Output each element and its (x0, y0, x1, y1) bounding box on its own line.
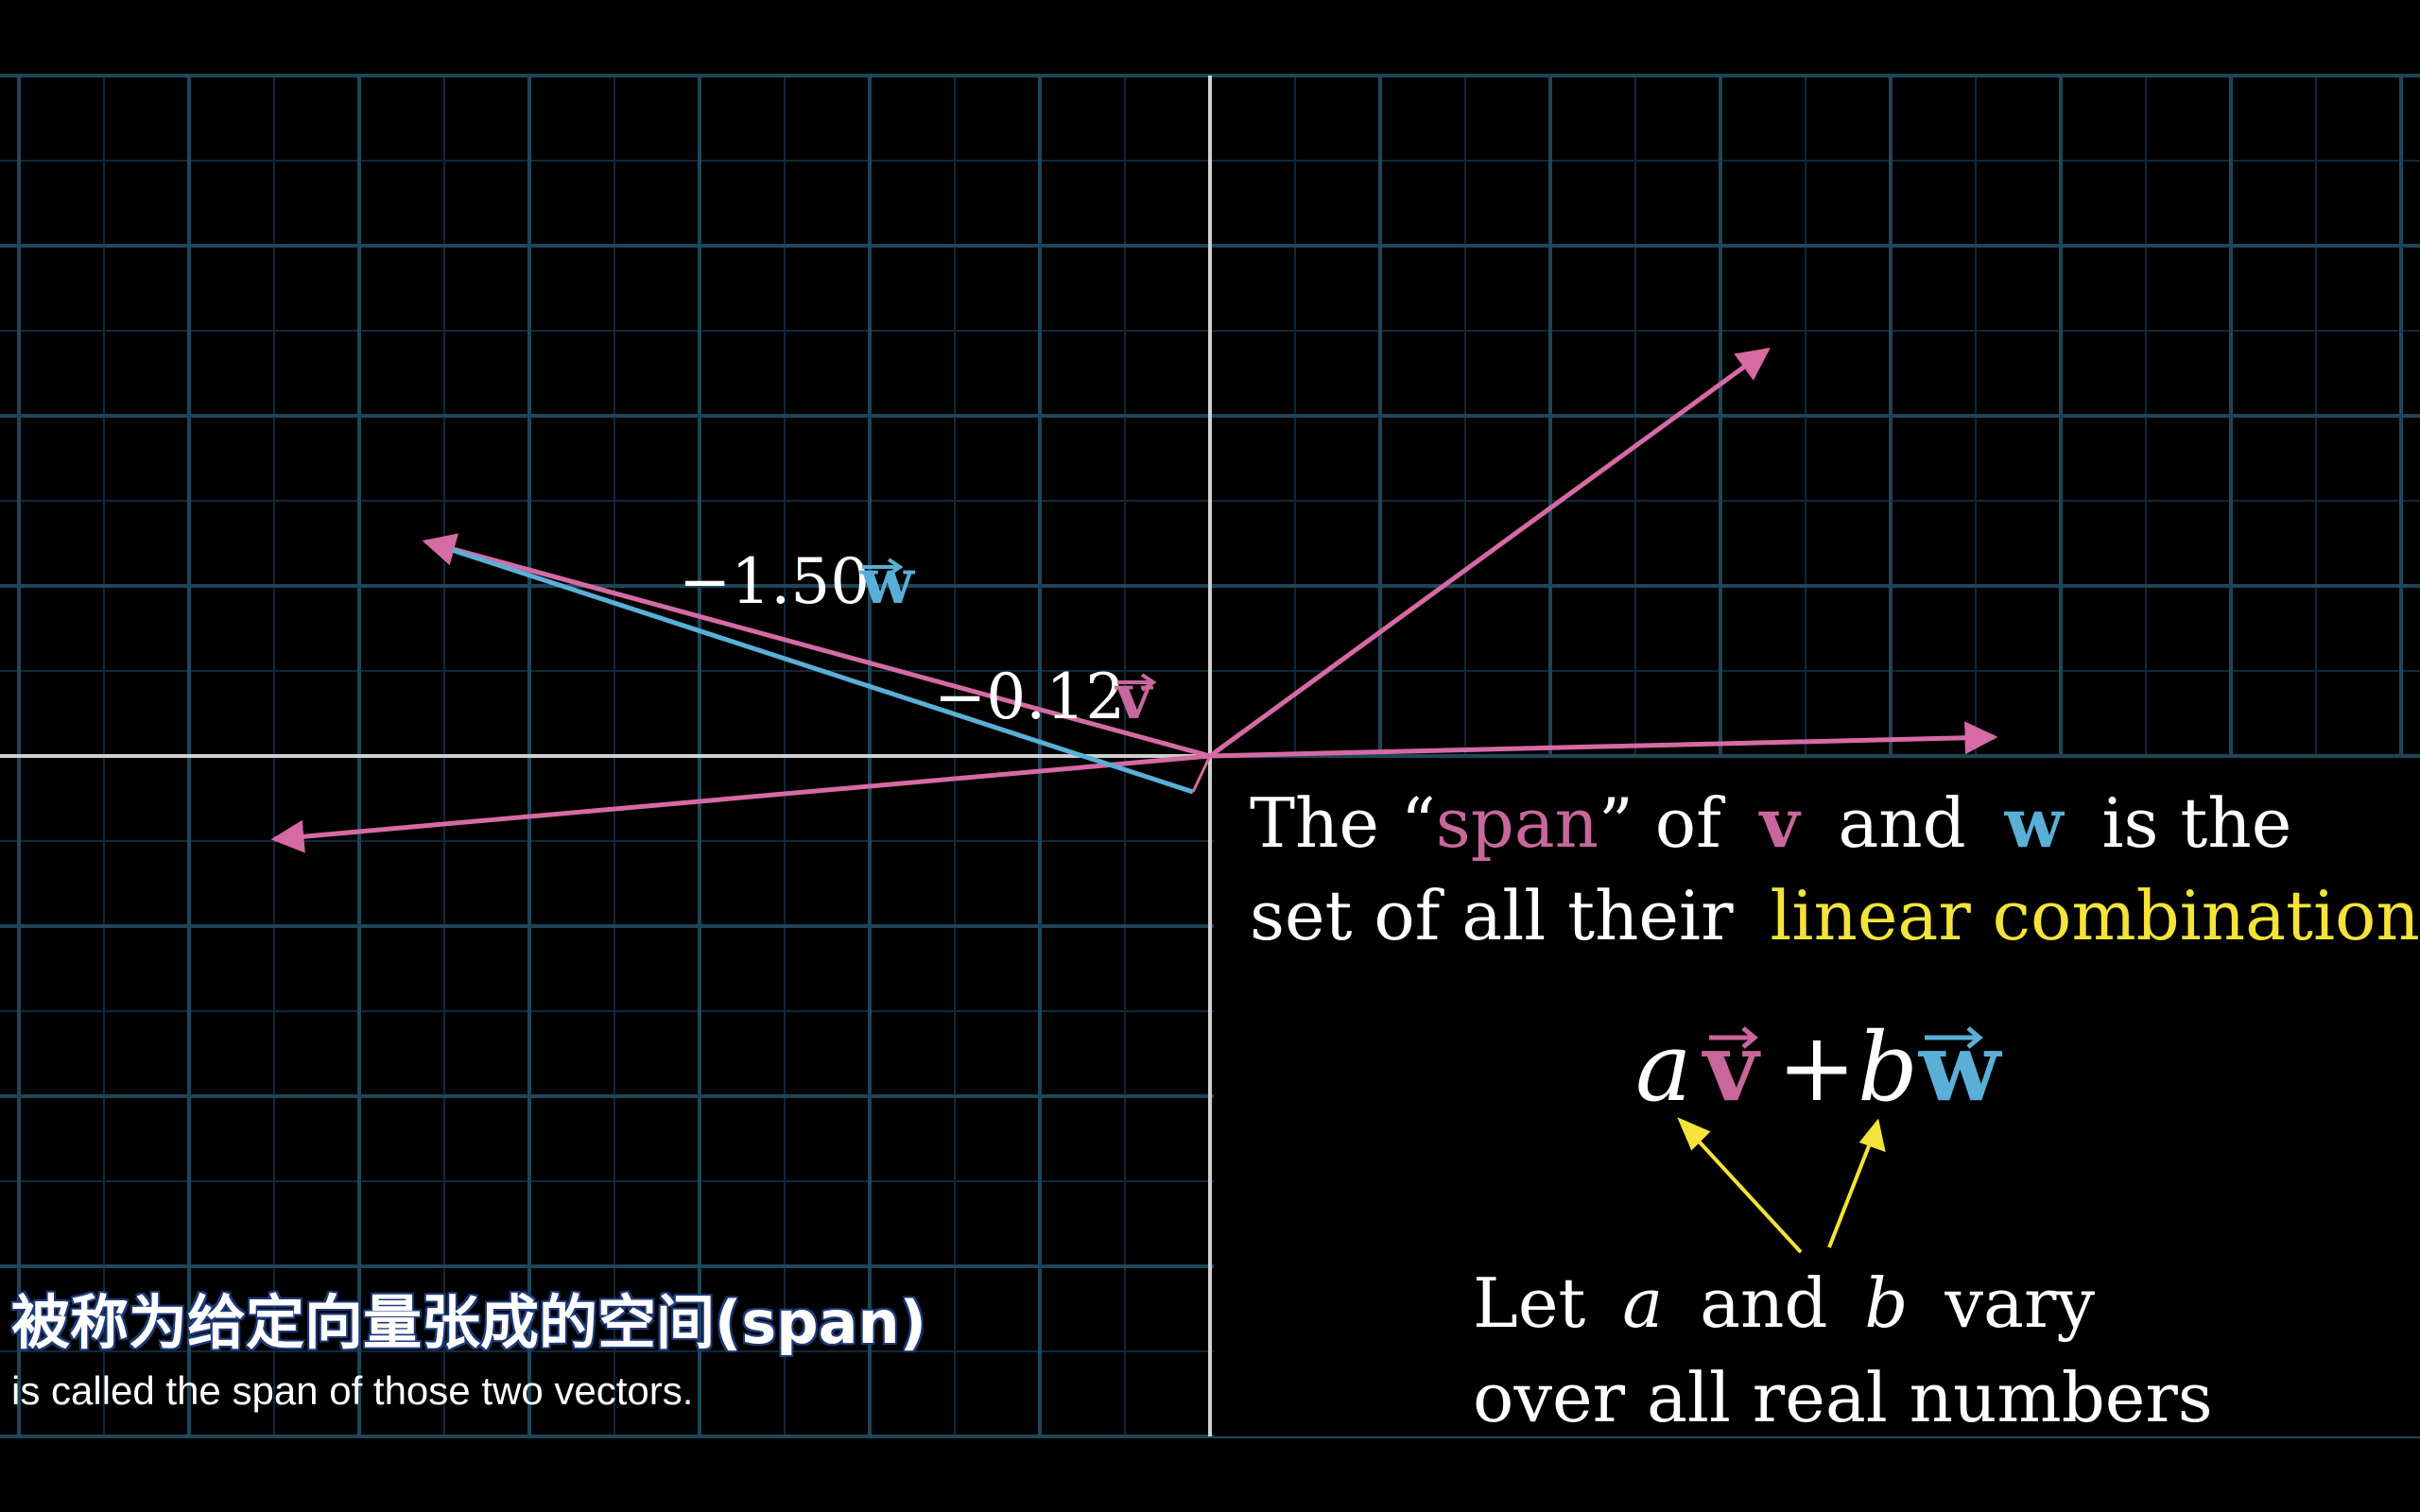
label-minus-0-12-v: −0.12 v (934, 660, 1157, 733)
vector-negative-w-blue (451, 547, 1194, 795)
vector-small-v-tail (1191, 755, 1212, 793)
subtitle-block: 被称为给定向量张成的空间(span) is called the span of… (11, 1287, 1202, 1418)
text-panel-background (1214, 758, 2420, 1436)
vector-v-right (1209, 721, 1998, 759)
formula-b: b (1858, 1012, 1918, 1123)
vector-negative-w (422, 533, 1211, 759)
label-vec-w: w (859, 544, 916, 618)
subtitle-english: is called the span of those two vectors. (11, 1368, 694, 1413)
label-coef-w: −1.50 (679, 545, 870, 618)
vector-hat-icon (1925, 1026, 1983, 1049)
pointer-arrows (1677, 1117, 1886, 1254)
label-vec-v: v (1114, 660, 1153, 733)
formula-v: v (1702, 1011, 1761, 1123)
explanation-line-2: set of all their linear combinations. (1250, 876, 2420, 955)
subtitle-chinese: 被称为给定向量张成的空间(span) (11, 1288, 926, 1357)
vector-hat-icon (1709, 1026, 1758, 1049)
note-line-2: over all real numbers (1473, 1358, 2213, 1437)
formula-w: w (1918, 1011, 2003, 1123)
formula-a: a (1635, 1012, 1692, 1123)
vector-w-upper-right (1208, 347, 1771, 759)
vector-combination-lower-left (270, 753, 1211, 853)
label-coef-v: −0.12 (934, 661, 1125, 733)
linear-combination-formula: a v + b w (1635, 1011, 2003, 1123)
vector-hat-icon (862, 558, 904, 576)
label-minus-1-50-w: −1.50 w (679, 544, 916, 618)
explanation-line-1: The “span” of v and w is the (1250, 782, 2291, 863)
vector-hat-icon (1117, 673, 1157, 692)
formula-plus: + (1777, 1012, 1857, 1123)
note-line-1: Let a and b vary (1473, 1263, 2095, 1343)
